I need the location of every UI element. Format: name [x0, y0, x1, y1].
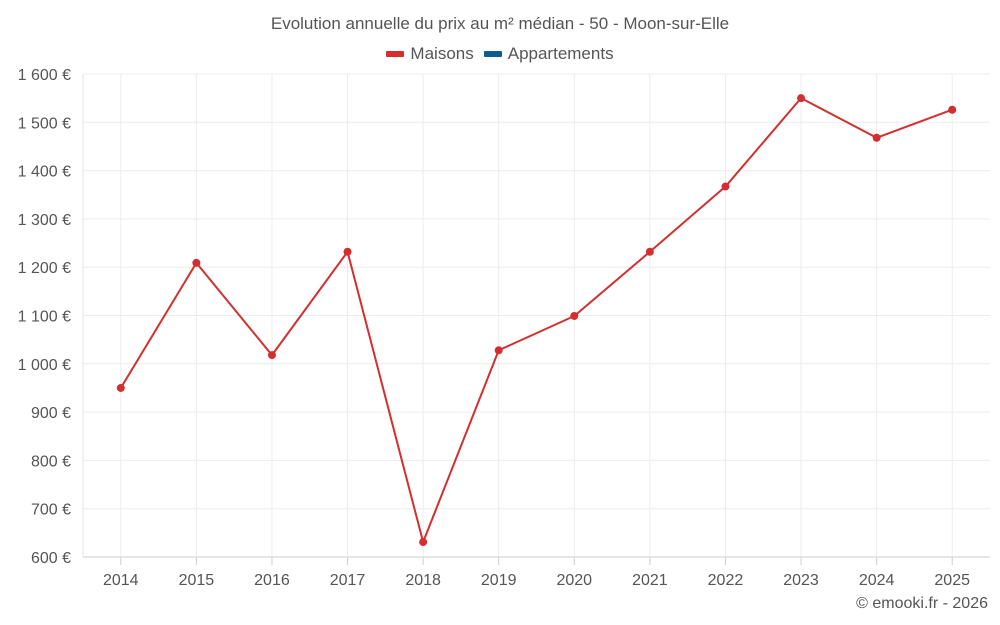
series-line-maisons: [119, 97, 953, 544]
y-tick-label: 1 400 €: [18, 164, 71, 181]
x-tick-label: 2020: [556, 572, 592, 589]
grid-lines: [83, 73, 990, 558]
data-point-maisons[interactable]: [116, 383, 125, 392]
data-point-maisons[interactable]: [721, 182, 730, 191]
y-tick-label: 1 300 €: [18, 212, 71, 229]
legend-item-appartements[interactable]: Appartements: [483, 44, 614, 64]
data-point-maisons[interactable]: [948, 105, 957, 114]
data-point-maisons[interactable]: [494, 346, 503, 355]
data-point-maisons[interactable]: [645, 247, 654, 256]
x-axis: 2014 2015 2016 2017 2018 2019 2020 2021 2022 2023…: [103, 557, 970, 589]
data-point-maisons[interactable]: [872, 133, 881, 142]
y-tick-label: 1 000 €: [18, 357, 71, 374]
legend-label-appartements: Appartements: [507, 44, 614, 63]
y-tick-label: 800 €: [31, 453, 71, 470]
x-tick-label: 2015: [179, 572, 215, 589]
x-tick-label: 2014: [103, 572, 139, 589]
legend-swatch-maisons: [386, 51, 405, 57]
y-tick-label: 700 €: [31, 502, 71, 519]
x-tick-label: 2024: [859, 572, 895, 589]
legend-label-maisons: Maisons: [410, 44, 474, 63]
y-tick-label: 600 €: [31, 550, 71, 567]
y-tick-label: 900 €: [31, 405, 71, 422]
series-maisons: [116, 94, 957, 547]
x-tick-label: 2021: [632, 572, 668, 589]
data-point-maisons[interactable]: [419, 538, 428, 547]
x-tick-label: 2023: [783, 572, 819, 589]
y-tick-label: 1 100 €: [18, 309, 71, 326]
y-tick-label: 1 500 €: [18, 115, 71, 132]
chart-legend: Maisons Appartements: [0, 44, 1000, 64]
x-tick-label: 2025: [934, 572, 970, 589]
data-point-maisons[interactable]: [343, 247, 352, 256]
y-tick-label: 1 200 €: [18, 260, 71, 277]
data-point-maisons[interactable]: [192, 258, 201, 267]
x-tick-label: 2018: [405, 572, 441, 589]
x-tick-label: 2016: [254, 572, 290, 589]
data-point-maisons[interactable]: [570, 311, 579, 320]
data-point-maisons[interactable]: [797, 94, 806, 103]
x-tick-label: 2022: [708, 572, 744, 589]
chart-title: Evolution annuelle du prix au m² médian …: [270, 14, 730, 33]
x-tick-label: 2019: [481, 572, 517, 589]
x-tick-label: 2017: [330, 572, 366, 589]
legend-item-maisons[interactable]: Maisons: [386, 44, 474, 64]
data-point-maisons[interactable]: [267, 351, 276, 360]
y-tick-label: 1 600 €: [18, 67, 71, 84]
credit-text: © emooki.fr - 2026: [856, 595, 988, 612]
legend-swatch-appartements: [483, 51, 502, 57]
y-axis: 600 € 700 € 800 € 900 € 1 000 € 1 100 € 1 200 …: [18, 67, 84, 567]
